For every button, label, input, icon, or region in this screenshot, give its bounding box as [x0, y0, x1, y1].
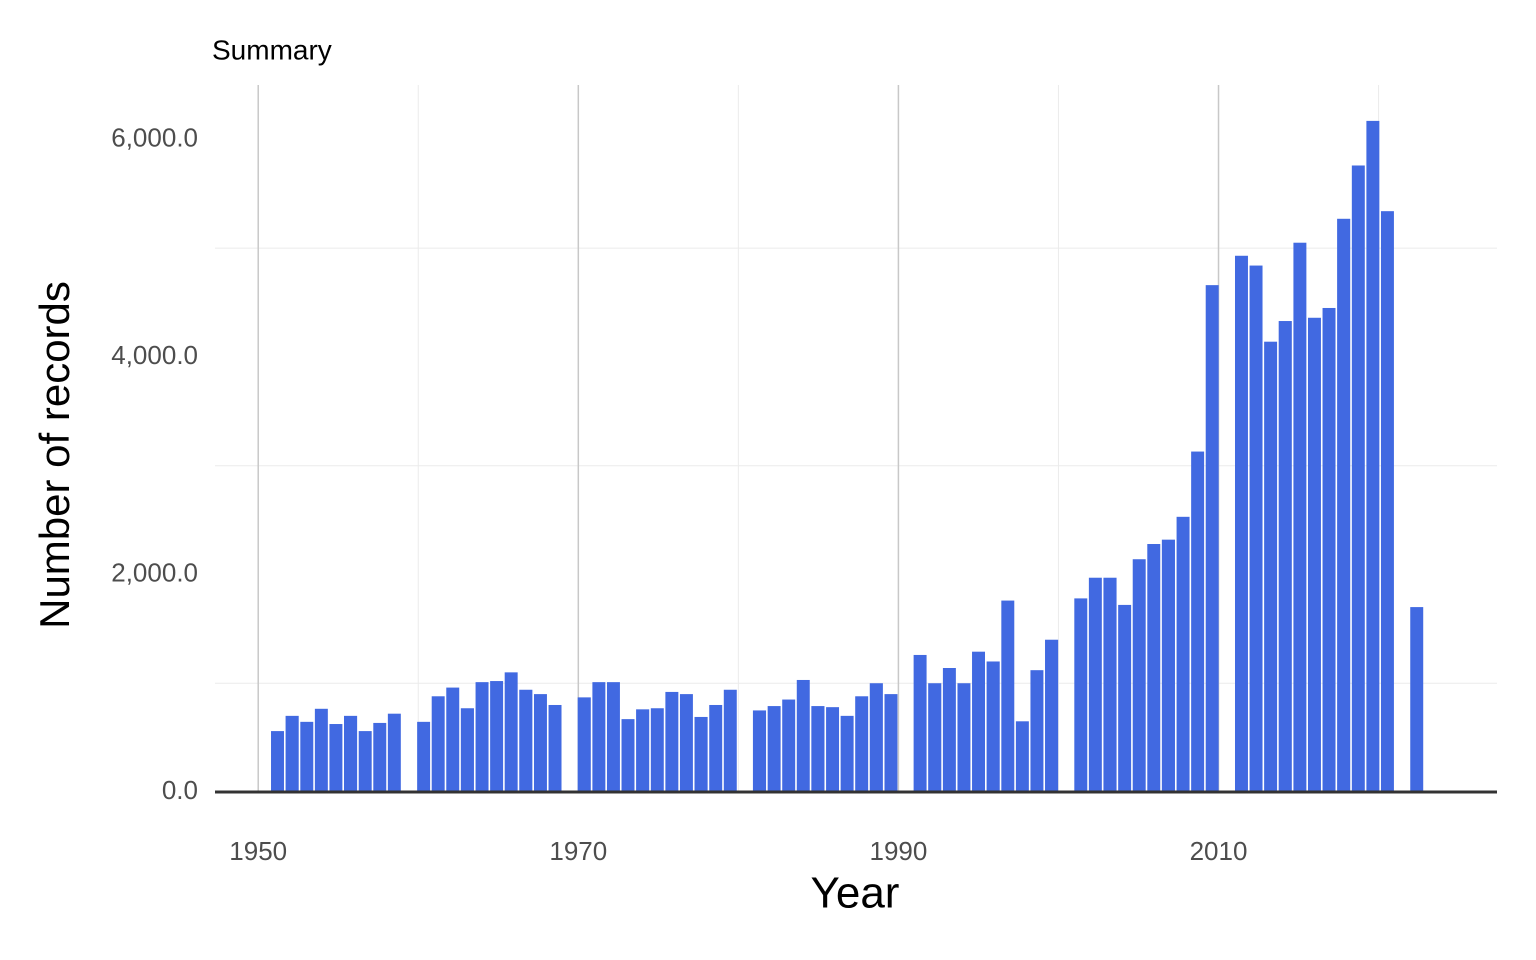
bar — [533, 694, 547, 792]
bar — [1088, 577, 1102, 792]
bar — [869, 683, 883, 792]
bar — [387, 713, 401, 792]
bar — [519, 689, 533, 792]
y-tick-label: 6,000.0 — [111, 122, 198, 152]
bar — [329, 724, 343, 792]
bar — [1234, 255, 1248, 792]
bar — [752, 710, 767, 792]
bar — [548, 704, 562, 792]
y-tick-label: 0.0 — [162, 775, 198, 805]
bar — [855, 696, 869, 792]
bar — [884, 694, 898, 792]
chart-title: Summary — [212, 34, 332, 65]
bar — [679, 694, 693, 792]
bar — [942, 668, 956, 792]
bar — [1264, 341, 1278, 792]
bar — [782, 699, 796, 792]
bar — [1001, 600, 1015, 792]
bar — [344, 715, 358, 792]
bar — [986, 661, 1000, 792]
bar — [373, 722, 387, 792]
bar — [1322, 307, 1336, 792]
bar — [1030, 670, 1044, 792]
bar — [271, 731, 284, 792]
bar — [811, 706, 825, 792]
bar — [358, 731, 372, 792]
bar — [972, 651, 986, 792]
bar — [1132, 559, 1146, 792]
bar — [1045, 639, 1059, 792]
bar — [1351, 165, 1365, 792]
bar — [709, 704, 723, 792]
bar — [1366, 120, 1380, 792]
bar — [1074, 598, 1088, 792]
x-tick-label: 1950 — [229, 836, 287, 866]
bar — [417, 721, 431, 792]
bar — [1161, 539, 1175, 792]
y-axis-label: Number of records — [31, 281, 78, 629]
bar — [840, 715, 854, 792]
bar — [796, 679, 810, 792]
x-tick-label: 2010 — [1190, 836, 1248, 866]
bar — [1293, 242, 1307, 792]
bar — [490, 681, 504, 792]
bar — [285, 715, 299, 792]
bar — [1015, 721, 1029, 792]
bar — [928, 683, 942, 792]
bar — [826, 707, 840, 792]
bar — [504, 672, 518, 792]
bar — [314, 708, 328, 792]
y-tick-label: 4,000.0 — [111, 340, 198, 370]
bar — [1249, 265, 1263, 793]
bar — [1278, 321, 1292, 792]
bar — [1307, 317, 1321, 792]
bar — [1118, 604, 1132, 792]
bar — [957, 683, 971, 792]
bar — [1103, 577, 1117, 792]
bar — [767, 706, 781, 792]
bar — [1205, 285, 1219, 792]
x-tick-label: 1970 — [549, 836, 607, 866]
bar — [1147, 544, 1161, 792]
bar — [1380, 211, 1394, 792]
y-tick-label: 2,000.0 — [111, 557, 198, 587]
bar — [1176, 516, 1190, 792]
x-axis-label: Year — [811, 869, 900, 918]
bar — [460, 708, 474, 792]
bar — [300, 721, 314, 792]
bar — [592, 682, 606, 792]
bar — [577, 697, 591, 792]
bar — [1191, 451, 1205, 792]
x-tick-label: 1990 — [869, 836, 927, 866]
bar — [665, 691, 679, 792]
bar — [636, 709, 650, 792]
bar — [1337, 218, 1351, 793]
bar — [723, 689, 737, 792]
bar — [606, 682, 620, 792]
bar — [621, 719, 635, 792]
bar — [650, 708, 664, 792]
bar — [694, 716, 708, 792]
bar — [913, 654, 927, 792]
bar — [446, 687, 460, 792]
bar — [1410, 607, 1424, 792]
bar — [431, 696, 445, 792]
bar — [475, 682, 489, 792]
